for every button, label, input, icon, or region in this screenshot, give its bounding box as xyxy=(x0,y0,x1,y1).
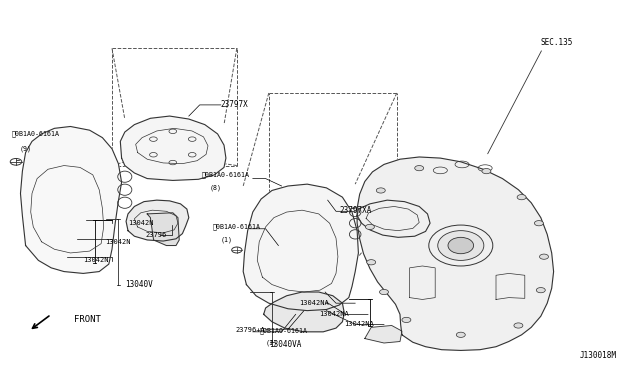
Text: 0B1A0-6161A: 0B1A0-6161A xyxy=(259,328,307,334)
Ellipse shape xyxy=(448,237,474,254)
Text: (8): (8) xyxy=(209,185,221,191)
Polygon shape xyxy=(126,200,189,241)
Text: SEC.135: SEC.135 xyxy=(541,38,573,47)
Ellipse shape xyxy=(438,231,484,260)
Text: 23796+A: 23796+A xyxy=(236,327,265,333)
Text: 13042NA: 13042NA xyxy=(300,300,329,306)
Polygon shape xyxy=(243,184,358,311)
Ellipse shape xyxy=(367,260,376,265)
Ellipse shape xyxy=(514,323,523,328)
Ellipse shape xyxy=(415,166,424,171)
Polygon shape xyxy=(264,292,344,332)
Ellipse shape xyxy=(534,221,543,226)
Text: 13042NA: 13042NA xyxy=(344,321,374,327)
Text: 13040VA: 13040VA xyxy=(269,340,301,349)
Text: 13042N: 13042N xyxy=(128,220,154,226)
Text: (1): (1) xyxy=(266,340,278,346)
Text: 13042N: 13042N xyxy=(83,257,109,263)
Ellipse shape xyxy=(540,254,548,259)
Text: 23796: 23796 xyxy=(146,232,167,238)
Ellipse shape xyxy=(456,332,465,337)
Text: (1): (1) xyxy=(220,237,232,243)
Text: 0B1A0-6161A: 0B1A0-6161A xyxy=(212,224,260,230)
Ellipse shape xyxy=(482,169,491,174)
Polygon shape xyxy=(147,213,179,246)
Ellipse shape xyxy=(365,224,374,230)
Text: (9): (9) xyxy=(19,145,31,152)
Polygon shape xyxy=(20,126,122,273)
Text: 23797XA: 23797XA xyxy=(339,206,372,215)
Text: J130018M: J130018M xyxy=(579,351,616,360)
Polygon shape xyxy=(120,116,226,180)
Ellipse shape xyxy=(402,317,411,323)
Polygon shape xyxy=(357,157,554,350)
Polygon shape xyxy=(357,200,430,237)
Text: 13042NA: 13042NA xyxy=(319,311,348,317)
Text: FRONT: FRONT xyxy=(74,315,100,324)
Ellipse shape xyxy=(536,288,545,293)
Text: 13042N: 13042N xyxy=(106,239,131,245)
Text: 0B1A0-6161A: 0B1A0-6161A xyxy=(12,131,60,137)
Text: 0B1A0-6161A: 0B1A0-6161A xyxy=(202,171,250,178)
Ellipse shape xyxy=(376,188,385,193)
Text: 23797X: 23797X xyxy=(221,100,248,109)
Ellipse shape xyxy=(380,289,388,295)
Polygon shape xyxy=(365,326,402,343)
Text: 13040V: 13040V xyxy=(125,280,152,289)
Ellipse shape xyxy=(517,195,526,200)
